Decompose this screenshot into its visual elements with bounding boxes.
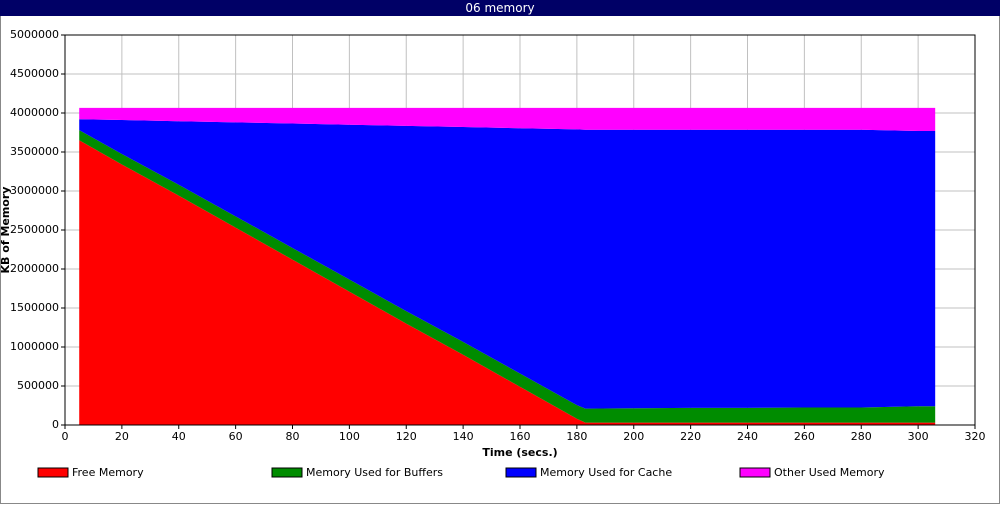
legend-label: Memory Used for Buffers — [306, 466, 443, 479]
legend-swatch — [37, 467, 69, 478]
x-tick-label: 180 — [566, 430, 587, 443]
x-tick-label: 240 — [737, 430, 758, 443]
x-tick-label: 160 — [510, 430, 531, 443]
x-tick-label: 100 — [339, 430, 360, 443]
legend-label: Other Used Memory — [774, 466, 885, 479]
legend-swatch — [271, 467, 303, 478]
x-tick-label: 320 — [965, 430, 986, 443]
y-tick-label: 0 — [52, 418, 59, 431]
y-tick-label: 1000000 — [10, 340, 59, 353]
x-tick-label: 200 — [623, 430, 644, 443]
title-bar — [0, 0, 1000, 16]
y-tick-label: 3000000 — [10, 184, 59, 197]
x-tick-label: 260 — [794, 430, 815, 443]
area — [79, 119, 936, 409]
area — [79, 140, 936, 426]
x-tick-label: 140 — [453, 430, 474, 443]
x-tick-label: 120 — [396, 430, 417, 443]
y-tick-label: 2000000 — [10, 262, 59, 275]
y-tick-label: 500000 — [17, 379, 59, 392]
legend-swatch — [505, 467, 537, 478]
y-tick-label: 5000000 — [10, 28, 59, 41]
x-axis-label: Time (secs.) — [482, 446, 557, 459]
x-tick-label: 300 — [908, 430, 929, 443]
y-tick-label: 1500000 — [10, 301, 59, 314]
y-tick-label: 2500000 — [10, 223, 59, 236]
y-tick-label: 3500000 — [10, 145, 59, 158]
x-tick-label: 280 — [851, 430, 872, 443]
legend-label: Memory Used for Cache — [540, 466, 672, 479]
area — [79, 107, 936, 131]
y-axis-label: KB of Memory — [0, 187, 12, 274]
plot-border — [64, 34, 976, 426]
x-tick-label: 80 — [286, 430, 300, 443]
x-tick-label: 0 — [62, 430, 69, 443]
chart-title: 06 memory — [465, 1, 534, 15]
legend-label: Free Memory — [72, 466, 144, 479]
legend-swatch — [739, 467, 771, 478]
y-tick-label: 4500000 — [10, 67, 59, 80]
x-tick-label: 40 — [172, 430, 186, 443]
y-tick-label: 4000000 — [10, 106, 59, 119]
x-tick-label: 20 — [115, 430, 129, 443]
x-tick-label: 220 — [680, 430, 701, 443]
x-tick-label: 60 — [229, 430, 243, 443]
